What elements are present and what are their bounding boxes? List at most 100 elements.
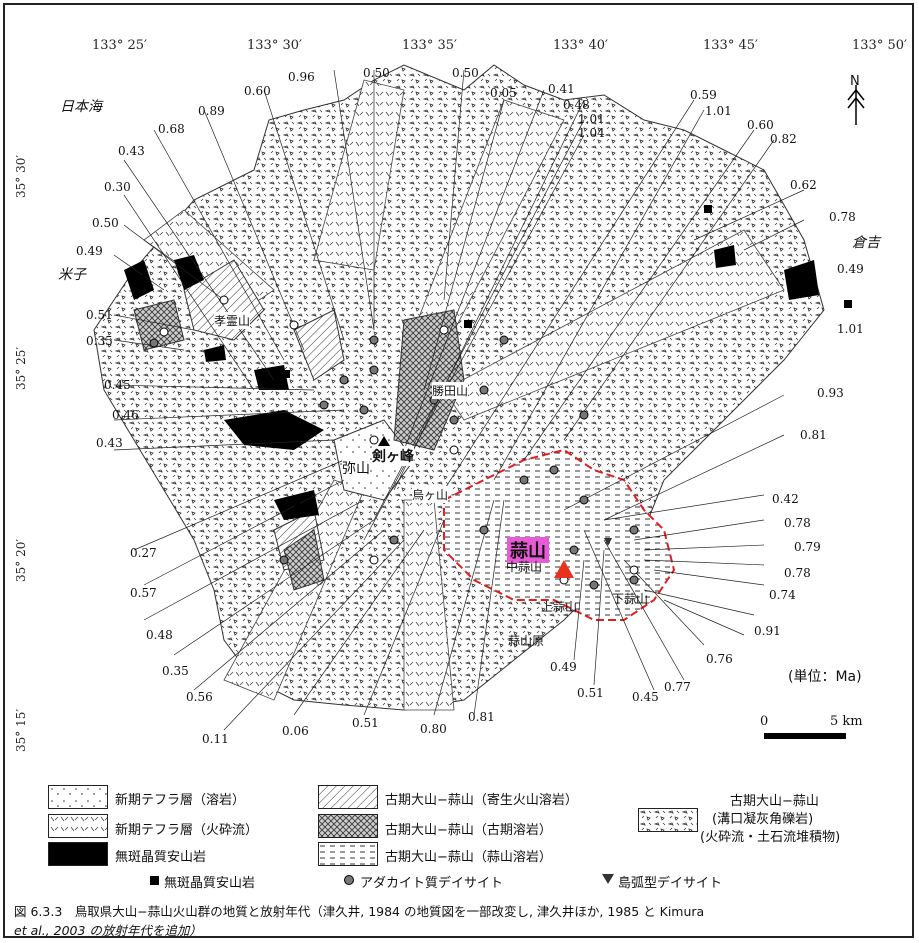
age-label: 0.89 [198, 104, 225, 118]
kengamine-label: 剣ヶ峰 [372, 446, 414, 466]
age-label: 0.51 [577, 686, 604, 700]
kami-hiruzen-label: 上蒜山 [541, 600, 578, 614]
adakite-symbol-icon [344, 875, 354, 885]
age-label: 0.81 [800, 428, 827, 442]
legend-swatch-hiruzen-lava [318, 842, 378, 866]
legend-swatch-breccia [638, 808, 698, 832]
kohozan-label: 孝霊山 [214, 312, 251, 329]
age-label: 0.45 [104, 378, 131, 392]
figure-caption-line2: et al., 2003 の放射年代を追加） [14, 923, 202, 938]
legend-label: (火砕流・土石流堆積物) [700, 830, 841, 845]
age-label: 0.48 [146, 628, 173, 642]
age-label: 0.77 [664, 680, 691, 694]
age-label: 1.01 [705, 104, 732, 118]
age-label: 1.01 [578, 112, 605, 126]
lon-label: 133° 30′ [247, 38, 302, 53]
north-arrow-icon [847, 85, 865, 125]
legend-label: 古期大山−蒜山（古期溶岩） [385, 823, 552, 838]
adakite-points [149, 335, 639, 590]
age-label: 0.05 [490, 86, 517, 100]
legend-label: 無斑晶質安山岩 [115, 850, 207, 865]
lat-label: 35° 25′ [14, 346, 28, 390]
age-label: 0.49 [550, 660, 577, 674]
age-label: 0.79 [794, 540, 821, 554]
age-label: 0.27 [130, 546, 157, 560]
age-label: 1.01 [837, 322, 864, 336]
hiruzen-lava-area [443, 448, 676, 621]
age-label: 0.30 [104, 180, 131, 194]
age-label: 0.68 [158, 122, 185, 136]
hiruzenbara-label: 蒜山原 [508, 634, 545, 648]
figure-caption: 図 6.3.3 鳥取県大山−蒜山火山群の地質と放射年代（津久井, 1984 の地… [14, 904, 705, 919]
kurayoshi-label: 倉吉 [852, 235, 880, 251]
age-label: 0.49 [76, 244, 103, 258]
age-label: 1.04 [578, 126, 605, 140]
legend-swatch-old-lava [318, 814, 378, 838]
age-label: 0.74 [769, 588, 796, 602]
age-label: 0.42 [772, 492, 799, 506]
age-label: 0.60 [244, 84, 271, 98]
age-label: 0.51 [86, 308, 113, 322]
age-label: 0.46 [112, 408, 139, 422]
legend-label: 古期大山−蒜山 [730, 794, 819, 809]
age-label: 0.48 [563, 98, 590, 112]
age-label: 0.78 [829, 210, 856, 224]
lat-label: 35° 15′ [14, 708, 28, 752]
kengamine-peak-icon [378, 436, 390, 446]
age-label: 0.91 [754, 624, 781, 638]
lon-label: 133° 25′ [92, 38, 147, 53]
age-label: 0.76 [706, 652, 733, 666]
unit-label: (単位：Ma) [788, 669, 862, 685]
leader-lines [113, 69, 805, 731]
north-label: N [850, 74, 860, 89]
lon-label: 133° 45′ [703, 38, 758, 53]
age-label: 0.50 [92, 216, 119, 230]
age-label: 0.41 [548, 82, 575, 96]
karasugasen-label: 烏ヶ山 [412, 486, 449, 503]
sea-label: 日本海 [60, 99, 102, 115]
lon-label: 133° 50′ [852, 38, 907, 53]
age-label: 0.51 [352, 716, 379, 730]
legend-label: 新期テフラ層（溶岩） [115, 793, 246, 808]
scale-five-label: 5 km [830, 714, 863, 729]
age-label: 0.11 [202, 732, 229, 746]
hiruzen-highlight-label: 蒜山 [507, 537, 549, 563]
age-label: 0.50 [363, 66, 390, 80]
age-label: 0.06 [282, 724, 309, 738]
lat-label: 35° 20′ [14, 538, 28, 582]
age-label: 0.45 [632, 690, 659, 704]
scale-zero-label: 0 [760, 714, 769, 729]
legend-label: 無斑晶質安山岩 [164, 876, 256, 891]
yonago-label: 米子 [58, 267, 86, 283]
geologic-map [93, 64, 865, 739]
lat-label: 35° 30′ [14, 154, 28, 198]
katsumayama-label: 勝田山 [432, 382, 469, 399]
legend-label: 新期テフラ層（火砕流） [115, 823, 259, 838]
aphyric-points [138, 205, 852, 506]
legend-label: アダカイト質デイサイト [360, 876, 504, 891]
age-label: 0.43 [96, 436, 123, 450]
legend-label: 古期大山−蒜山（寄生火山溶岩） [385, 793, 578, 808]
age-label: 0.43 [118, 144, 145, 158]
age-label: 0.49 [837, 262, 864, 276]
age-label: 0.56 [186, 690, 213, 704]
age-label: 0.62 [790, 178, 817, 192]
age-label: 0.80 [420, 722, 447, 736]
legend-label: 古期大山−蒜山（蒜山溶岩） [385, 850, 552, 865]
scale-bar [764, 733, 846, 739]
misen-label: 弥山 [342, 458, 370, 478]
age-label: 0.35 [86, 334, 113, 348]
figure-frame [3, 3, 914, 938]
lon-label: 133° 40′ [553, 38, 608, 53]
age-label: 0.78 [784, 516, 811, 530]
naka-hiruzen-label: 中蒜山 [506, 560, 543, 574]
arc-symbol-icon [602, 874, 614, 884]
age-label: 0.96 [288, 70, 315, 84]
legend-swatch-aphyric [48, 842, 108, 866]
age-label: 0.35 [162, 664, 189, 678]
age-label: 0.57 [130, 586, 157, 600]
aphyric-symbol-icon [150, 876, 159, 885]
legend-swatch-parasitic [318, 785, 378, 809]
shimo-hiruzen-label: 下蒜山 [612, 592, 649, 606]
legend-label: (溝口凝灰角礫岩) [712, 812, 814, 827]
